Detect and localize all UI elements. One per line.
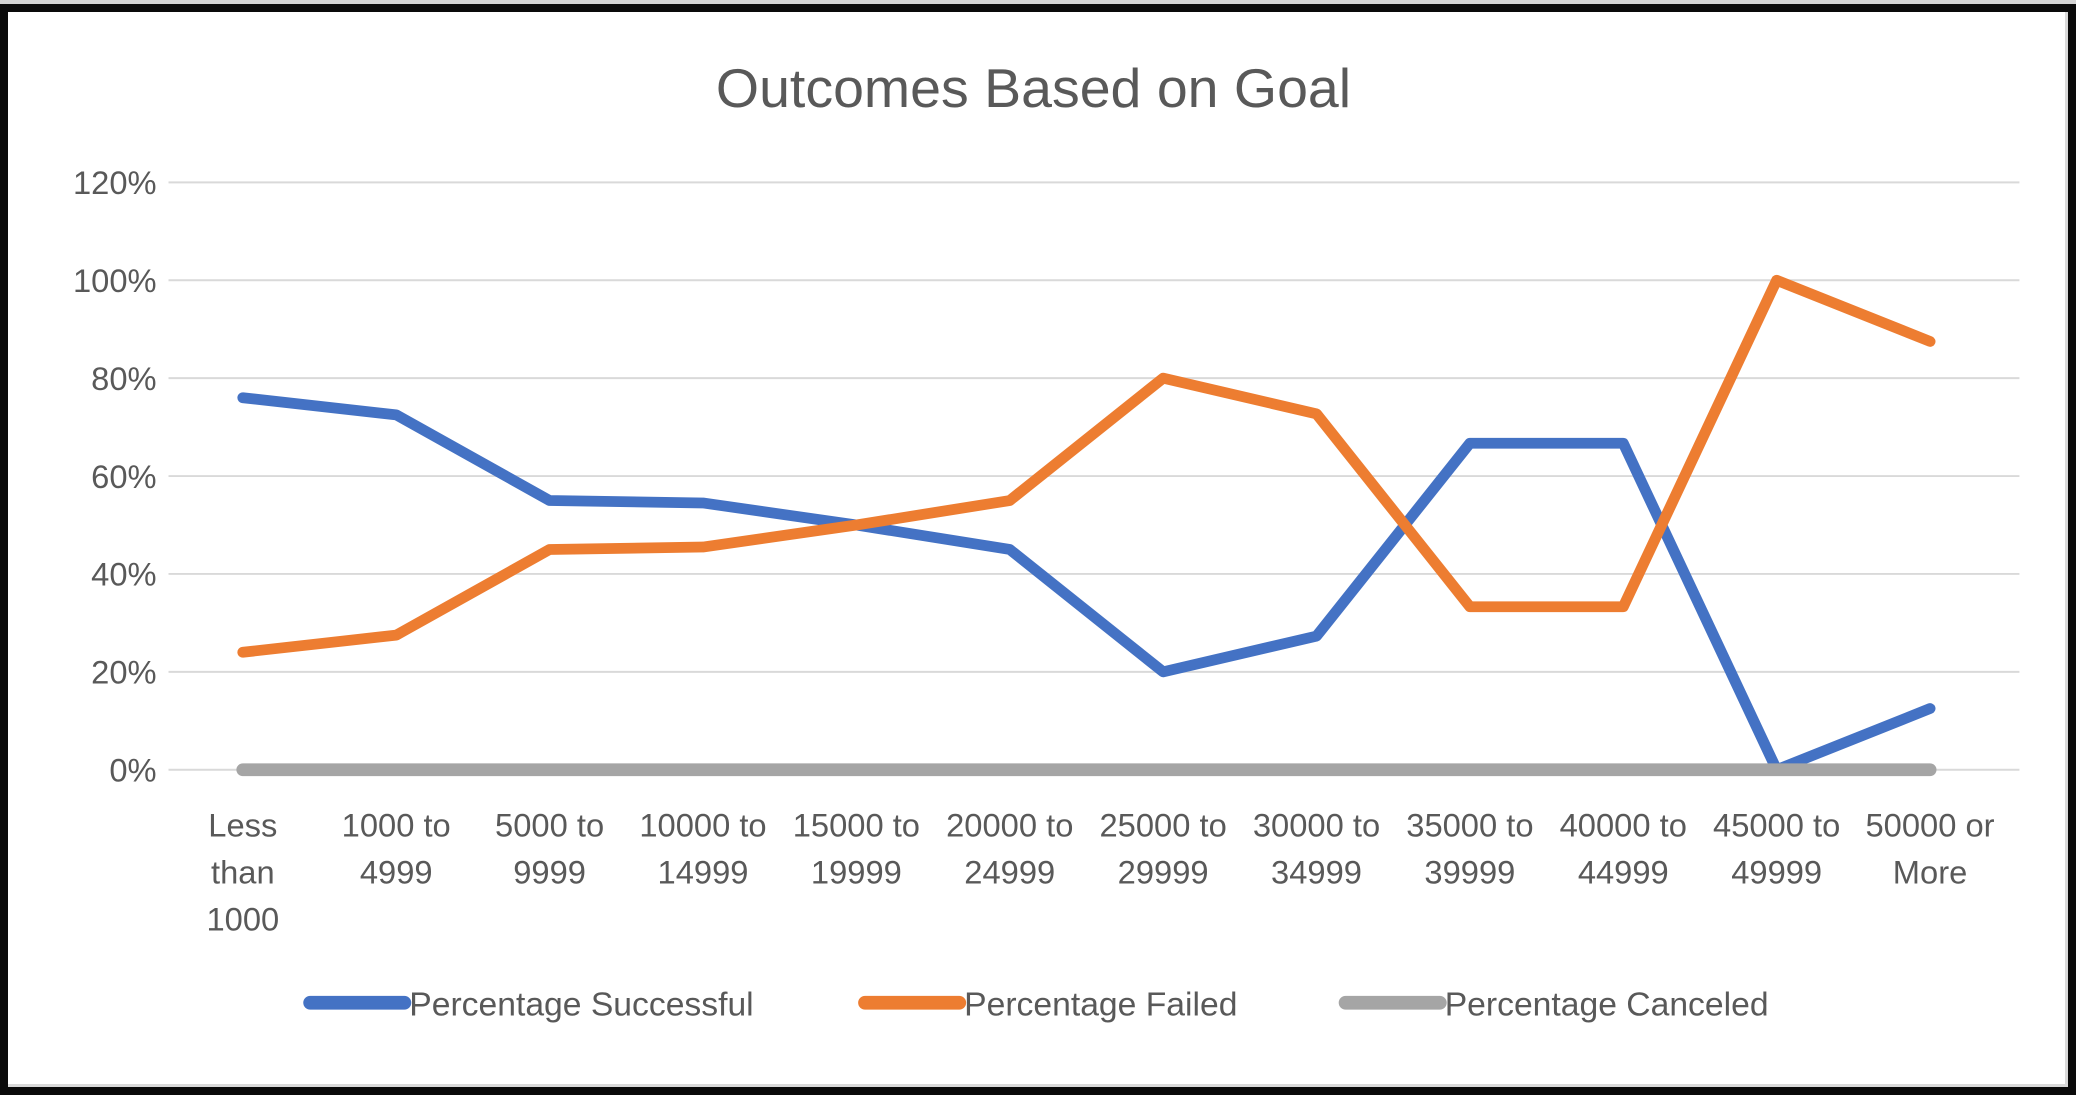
x-axis-tick-labels: Less than 1000 1000 to 4999 5000 to 9999 10000 … xyxy=(206,807,1994,937)
x-axis-tick-label: 40000 to 44999 xyxy=(1560,807,1687,890)
chart-legend: Percentage Successful Percentage Failed Pe… xyxy=(303,987,1769,1024)
series-lines xyxy=(236,274,1937,777)
x-axis-tick-label: 5000 to 9999 xyxy=(495,807,604,890)
legend-label-percentage-canceled: Percentage Canceled xyxy=(1445,987,1769,1024)
x-axis-tick-label: Less than 1000 xyxy=(206,807,279,937)
x-axis-tick-label: 10000 to 14999 xyxy=(639,807,766,890)
x-axis-tick-label: 50000 or More xyxy=(1866,807,1995,890)
chart-title: Outcomes Based on Goal xyxy=(716,57,1351,119)
legend-label-percentage-successful: Percentage Successful xyxy=(409,987,753,1024)
y-axis-tick-label: 80% xyxy=(91,361,156,397)
y-axis-tick-label: 0% xyxy=(109,753,156,789)
chart-panel: 0% 20% 40% 60% 80% 100% 120% Less than 1000 1000 … xyxy=(8,12,2068,1087)
y-axis-tick-labels: 0% 20% 40% 60% 80% 100% 120% xyxy=(73,165,157,788)
x-axis-tick-label: 45000 to 49999 xyxy=(1713,807,1840,890)
x-axis-tick-label: 35000 to 39999 xyxy=(1406,807,1533,890)
y-axis-tick-label: 100% xyxy=(73,263,157,299)
gridlines xyxy=(168,181,2020,771)
x-axis-tick-label: 15000 to 19999 xyxy=(793,807,920,890)
legend-label-percentage-failed: Percentage Failed xyxy=(964,987,1237,1024)
series-line-percentage-failed xyxy=(237,274,1936,658)
series-line-percentage-successful xyxy=(237,392,1936,776)
y-axis-tick-label: 40% xyxy=(91,557,156,593)
top-edge-strip xyxy=(0,0,2076,4)
y-axis-tick-label: 60% xyxy=(91,459,156,495)
chart-frame: 0% 20% 40% 60% 80% 100% 120% Less than 1000 1000 … xyxy=(0,4,2076,1095)
x-axis-tick-label: 1000 to 4999 xyxy=(342,807,451,890)
line-chart: 0% 20% 40% 60% 80% 100% 120% Less than 1000 1000 … xyxy=(73,57,2020,1024)
x-axis-tick-label: 30000 to 34999 xyxy=(1253,807,1380,890)
y-axis-tick-label: 20% xyxy=(91,655,156,691)
x-axis-tick-label: 20000 to 24999 xyxy=(946,807,1073,890)
y-axis-tick-label: 120% xyxy=(73,165,157,201)
x-axis-tick-label: 25000 to 29999 xyxy=(1099,807,1226,890)
